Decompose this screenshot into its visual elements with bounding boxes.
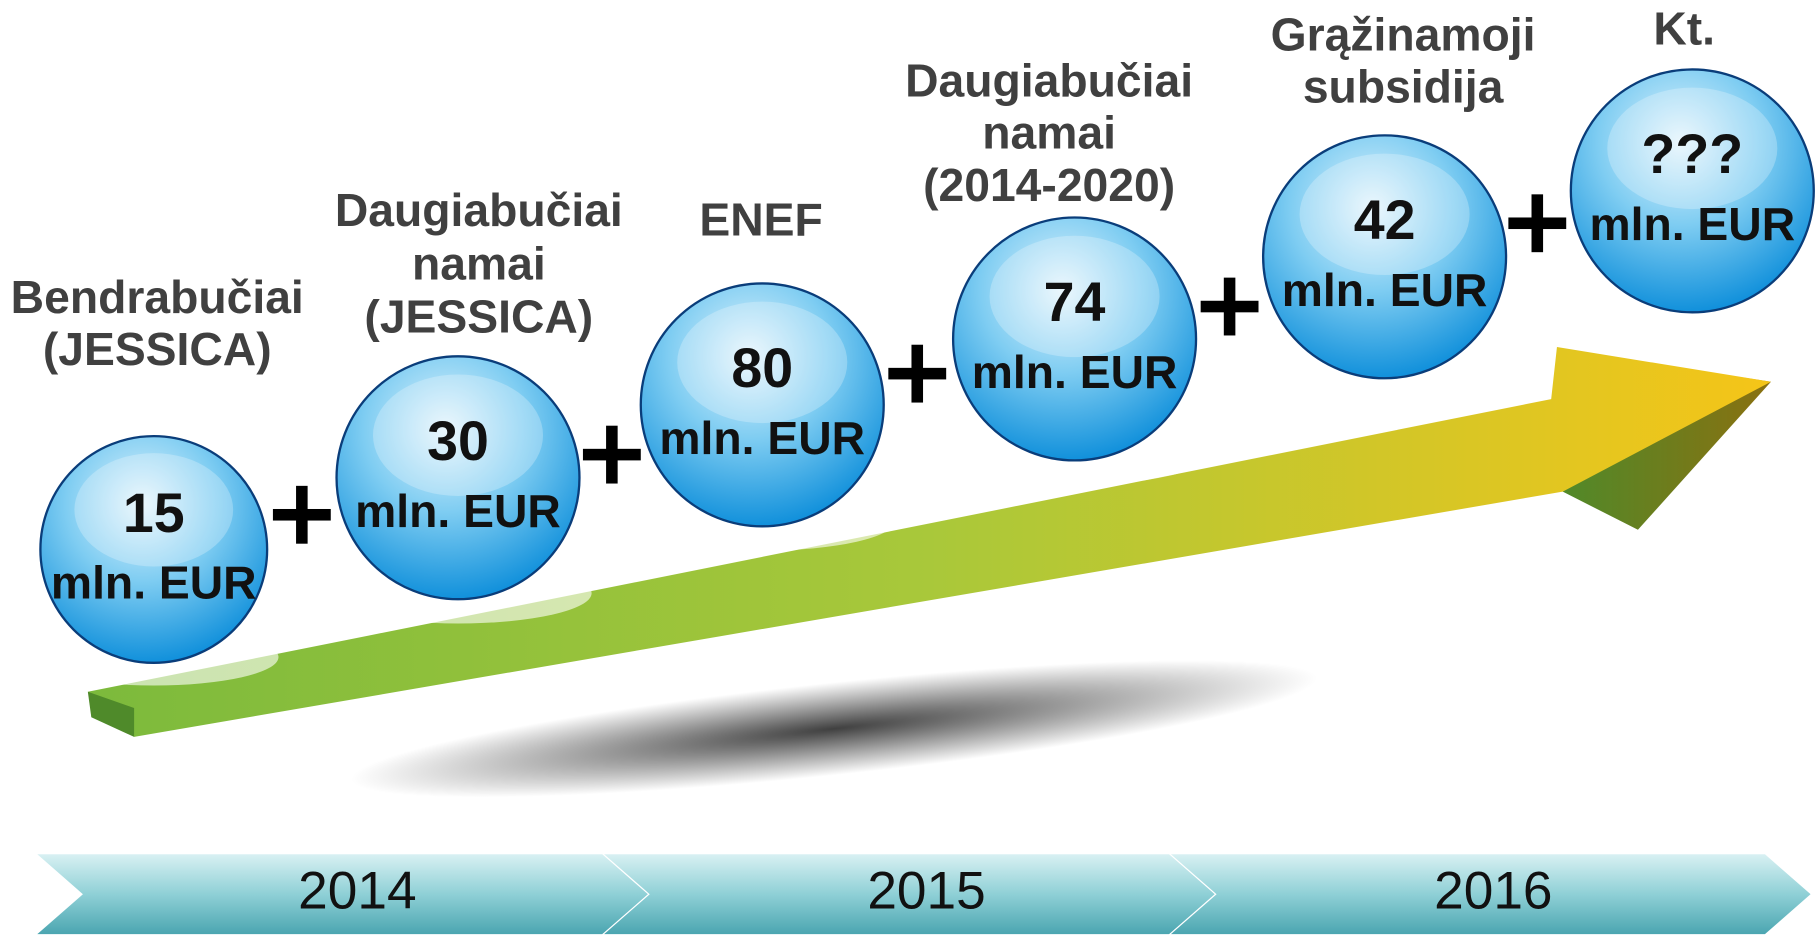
node-label: (2014-2020) — [923, 159, 1175, 211]
node-unit: mln. EUR — [51, 557, 257, 609]
plus-sign — [296, 486, 308, 544]
page: Bendrabučiai(JESSICA)15mln. EURDaugiabuč… — [0, 0, 1816, 937]
node-unit: mln. EUR — [1282, 264, 1488, 316]
timeline-year: 2016 — [1434, 861, 1552, 920]
node-label: Bendrabučiai — [11, 271, 304, 323]
timeline-year: 2015 — [867, 861, 985, 920]
diagram: Bendrabučiai(JESSICA)15mln. EURDaugiabuč… — [0, 0, 1816, 937]
node-amount: 80 — [731, 337, 793, 399]
node-unit: mln. EUR — [972, 346, 1178, 398]
node-label: ENEF — [699, 193, 822, 245]
timeline-year: 2014 — [298, 861, 416, 920]
node-unit: mln. EUR — [355, 485, 561, 537]
node-label: (JESSICA) — [43, 323, 272, 375]
node-amount: 15 — [123, 482, 185, 544]
node-unit: mln. EUR — [659, 412, 865, 464]
node: Kt.??? mln. EUR — [1559, 3, 1816, 337]
node-label: Kt. — [1653, 3, 1715, 55]
node-label: subsidija — [1303, 60, 1505, 112]
node: Bendrabučiai(JESSICA) 15 mln. EUR — [11, 271, 304, 686]
node-label: Daugiabučiai — [905, 55, 1193, 107]
node-amount: 42 — [1354, 189, 1416, 251]
plus-sign — [1224, 278, 1236, 336]
node: ENEF 80 mln. EUR — [629, 193, 896, 550]
plus-sign — [1532, 194, 1544, 252]
node-amount: ??? — [1641, 123, 1743, 185]
node-amount: 30 — [427, 410, 489, 472]
node-label: namai — [982, 107, 1116, 159]
plus-sign — [606, 426, 618, 484]
node-label: Grąžinamoji — [1271, 8, 1536, 60]
node-amount: 74 — [1044, 271, 1106, 333]
node-label: Daugiabučiai — [335, 184, 623, 236]
node-label: (JESSICA) — [364, 291, 593, 343]
node-label: namai — [412, 237, 546, 289]
node-unit: mln. EUR — [1589, 198, 1795, 250]
plus-sign — [911, 345, 923, 403]
